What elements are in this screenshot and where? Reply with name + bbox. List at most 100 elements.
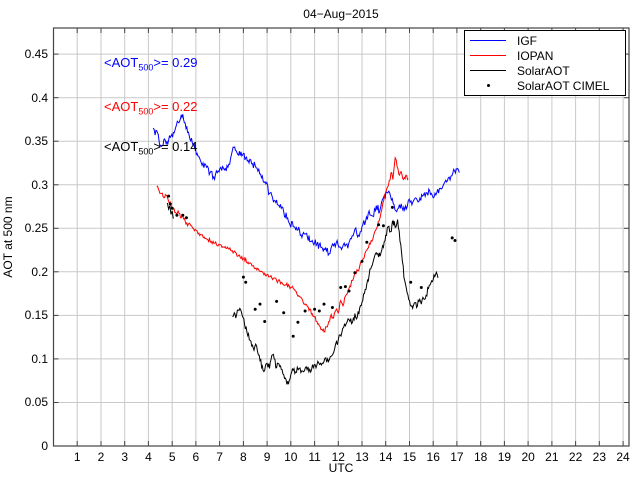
scatter-point-solaraot-cimel — [450, 236, 454, 240]
x-tick-label: 7 — [216, 450, 223, 464]
x-tick-label: 10 — [284, 450, 298, 464]
x-tick-label: 24 — [616, 450, 630, 464]
annotation-text: <AOT — [104, 55, 139, 70]
annotation-subscript: 500 — [138, 106, 154, 117]
annotation-text: <AOT — [104, 99, 139, 114]
y-tick-label: 0 — [41, 439, 48, 453]
scatter-point-solaraot-cimel — [391, 220, 395, 224]
x-tick-label: 11 — [308, 450, 321, 464]
x-tick-label: 15 — [402, 450, 417, 464]
annotation-subscript: 500 — [138, 62, 154, 73]
scatter-point-solaraot-cimel — [181, 213, 185, 217]
chart-title: 04−Aug−2015 — [303, 7, 379, 21]
legend-line-sample — [465, 40, 511, 41]
y-tick-label: 0.35 — [24, 134, 48, 149]
series-line-solaraot — [166, 202, 174, 219]
y-axis-label: AOT at 500 nm — [1, 196, 15, 278]
mean-annotation-iopan: <AOT500>= 0.22 — [104, 99, 197, 120]
legend: IGF IOPAN SolarAOT SolarAOT CIMEL — [464, 30, 626, 96]
scatter-point-solaraot-cimel — [360, 259, 364, 263]
scatter-point-solaraot-cimel — [365, 240, 369, 244]
y-tick-label: 0.25 — [24, 221, 48, 236]
scatter-point-solaraot-cimel — [317, 309, 321, 313]
x-tick-label: 14 — [379, 450, 393, 464]
scatter-point-solaraot-cimel — [419, 286, 423, 289]
annotation-text: >= 0.22 — [153, 99, 198, 114]
legend-entry-igf: IGF — [465, 33, 625, 48]
legend-marker-sample — [465, 84, 511, 87]
legend-line-sample — [465, 55, 511, 56]
scatter-point-solaraot-cimel — [377, 223, 381, 227]
x-tick-label: 8 — [240, 450, 247, 464]
x-tick-label: 18 — [473, 450, 488, 464]
annotation-subscript: 500 — [138, 146, 154, 157]
x-tick-label: 6 — [192, 450, 200, 464]
legend-label: SolarAOT CIMEL — [517, 78, 610, 93]
scatter-point-solaraot-cimel — [313, 307, 317, 311]
scatter-point-solaraot-cimel — [168, 202, 172, 206]
line-swatch — [470, 55, 506, 56]
scatter-point-solaraot-cimel — [453, 239, 457, 242]
scatter-point-solaraot-cimel — [263, 320, 267, 323]
annotation-text: >= 0.29 — [153, 55, 198, 70]
x-tick-label: 4 — [145, 450, 152, 464]
scatter-point-solaraot-cimel — [175, 213, 179, 217]
legend-label: IGF — [517, 33, 537, 48]
series-line-igf — [152, 114, 460, 257]
legend-label: SolarAOT — [517, 63, 570, 78]
legend-entry-iopan: IOPAN — [465, 48, 625, 63]
scatter-point-solaraot-cimel — [291, 334, 295, 338]
x-tick-label: 19 — [497, 450, 512, 464]
scatter-point-solaraot-cimel — [409, 280, 413, 284]
y-tick-label: 0.15 — [24, 308, 48, 323]
scatter-point-solaraot-cimel — [330, 306, 334, 309]
scatter-point-solaraot-cimel — [167, 194, 171, 198]
x-tick-label: 20 — [521, 450, 535, 464]
legend-line-sample — [465, 70, 511, 71]
scatter-point-solaraot-cimel — [282, 311, 286, 315]
axes-box — [52, 27, 630, 447]
y-tick-label: 0.1 — [31, 351, 48, 366]
y-tick-label: 0.2 — [31, 264, 48, 279]
scatter-point-solaraot-cimel — [322, 302, 326, 306]
x-axis-label: UTC — [328, 461, 354, 475]
x-tick-label: 22 — [568, 450, 583, 464]
x-tick-label: 23 — [592, 450, 606, 464]
dot-marker-icon — [486, 84, 490, 87]
y-tick-label: 0.4 — [31, 90, 48, 105]
series-line-solaraot — [232, 219, 439, 385]
line-swatch — [470, 40, 506, 41]
legend-entry-solaraot-cimel: SolarAOT CIMEL — [465, 78, 625, 93]
scatter-point-solaraot-cimel — [244, 280, 248, 284]
x-tick-label: 21 — [545, 450, 559, 464]
scatter-point-solaraot-cimel — [347, 289, 351, 293]
x-tick-label: 16 — [426, 450, 440, 464]
y-tick-label: 0.45 — [24, 47, 48, 62]
line-swatch — [470, 70, 506, 71]
x-tick-label: 3 — [121, 450, 129, 464]
x-tick-label: 13 — [355, 450, 369, 464]
legend-entry-solaraot: SolarAOT — [465, 63, 625, 78]
scatter-point-solaraot-cimel — [241, 275, 245, 279]
scatter-point-solaraot-cimel — [381, 224, 385, 228]
scatter-point-solaraot-cimel — [253, 307, 257, 311]
scatter-point-solaraot-cimel — [296, 320, 300, 324]
scatter-point-solaraot-cimel — [343, 285, 347, 289]
annotation-text: <AOT — [104, 139, 139, 154]
scatter-point-solaraot-cimel — [258, 302, 262, 306]
annotation-text: >= 0.14 — [153, 139, 198, 154]
scatter-point-solaraot-cimel — [353, 271, 357, 275]
scatter-point-solaraot-cimel — [390, 205, 394, 209]
y-tick-label: 0.3 — [31, 177, 48, 192]
series-line-iopan — [156, 155, 409, 333]
x-tick-label: 2 — [97, 450, 105, 464]
scatter-point-solaraot-cimel — [303, 309, 307, 313]
x-tick-label: 9 — [263, 450, 271, 464]
mean-annotation-igf: <AOT500>= 0.29 — [104, 55, 197, 76]
x-tick-label: 5 — [168, 450, 176, 464]
scatter-point-solaraot-cimel — [170, 206, 174, 210]
x-tick-label: 17 — [450, 450, 464, 464]
scatter-point-solaraot-cimel — [339, 286, 343, 289]
